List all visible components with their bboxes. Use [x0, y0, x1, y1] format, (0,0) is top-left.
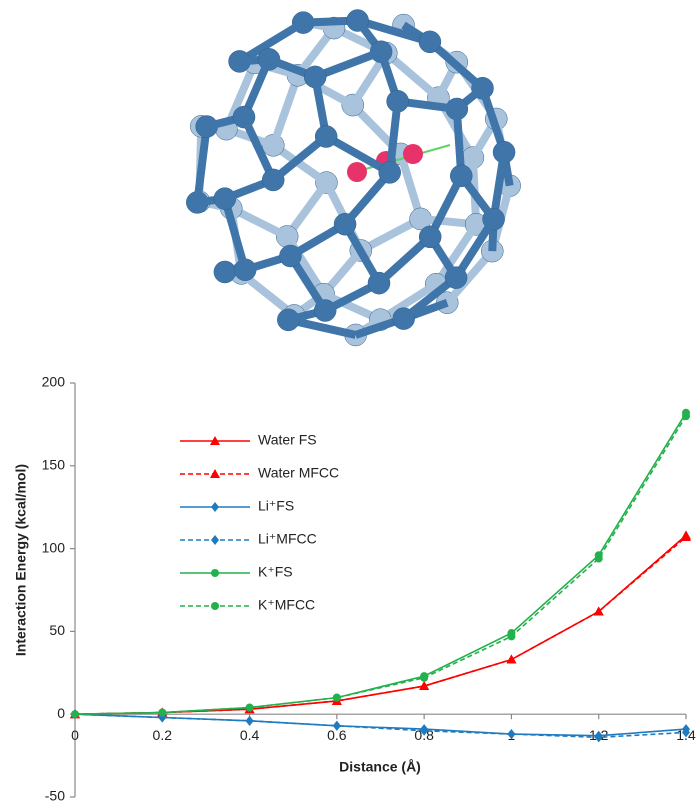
marker	[246, 704, 254, 712]
y-tick-label: 100	[42, 539, 66, 555]
marker	[210, 469, 220, 478]
series-line	[75, 413, 686, 714]
marker	[507, 632, 515, 640]
legend-label: Li⁺MFCC	[258, 531, 317, 547]
ion	[403, 144, 423, 164]
legend-label: Water MFCC	[258, 465, 339, 481]
ion	[347, 162, 367, 182]
x-axis-title: Distance (Å)	[339, 759, 421, 775]
marker	[420, 674, 428, 682]
series-line	[75, 416, 686, 714]
y-tick-label: 0	[57, 705, 65, 721]
legend-label: K⁺MFCC	[258, 597, 315, 613]
y-tick-label: -50	[45, 788, 65, 804]
legend-label: K⁺FS	[258, 564, 293, 580]
x-tick-label: 0.2	[153, 727, 173, 743]
marker	[211, 602, 219, 610]
marker	[333, 694, 341, 702]
marker	[246, 716, 254, 726]
marker	[681, 532, 691, 541]
legend-label: Water FS	[258, 432, 317, 448]
y-tick-label: 50	[49, 622, 65, 638]
marker	[211, 535, 219, 545]
marker	[71, 710, 79, 718]
x-tick-label: 0	[71, 727, 79, 743]
marker	[595, 555, 603, 563]
marker	[211, 569, 219, 577]
y-axis-title: Interaction Energy (kcal/mol)	[13, 464, 29, 656]
atom	[419, 226, 441, 248]
y-tick-label: 200	[42, 374, 66, 390]
marker	[158, 709, 166, 717]
x-tick-label: 0.4	[240, 727, 260, 743]
atom	[419, 31, 441, 53]
legend-label: Li⁺FS	[258, 498, 294, 514]
fullerene-illustration	[186, 10, 520, 346]
marker	[211, 502, 219, 512]
atom	[315, 126, 337, 148]
atom	[379, 161, 401, 183]
y-tick-label: 150	[42, 457, 66, 473]
marker	[506, 655, 516, 664]
marker	[682, 412, 690, 420]
